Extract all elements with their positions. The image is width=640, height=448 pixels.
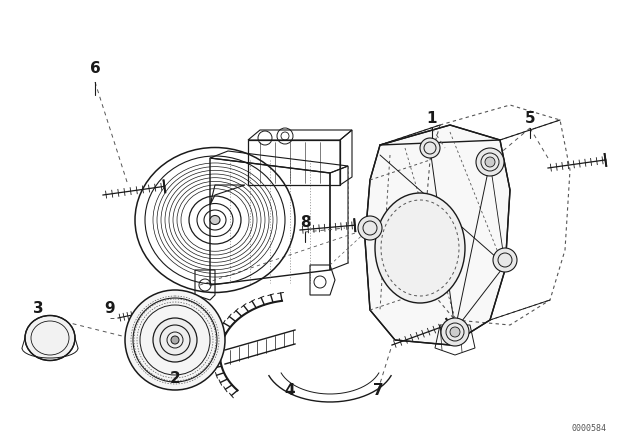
Circle shape	[358, 216, 382, 240]
Text: 4: 4	[285, 383, 295, 397]
Text: 9: 9	[105, 301, 115, 315]
Circle shape	[450, 327, 460, 337]
Text: 5: 5	[525, 111, 535, 125]
Ellipse shape	[25, 315, 75, 361]
Text: 7: 7	[372, 383, 383, 397]
Text: 2: 2	[170, 370, 180, 385]
Polygon shape	[365, 125, 510, 345]
Text: 1: 1	[427, 111, 437, 125]
Circle shape	[153, 318, 197, 362]
Circle shape	[420, 138, 440, 158]
Text: 6: 6	[90, 60, 100, 76]
Text: 8: 8	[300, 215, 310, 229]
Circle shape	[171, 336, 179, 344]
Text: 3: 3	[33, 301, 44, 315]
Circle shape	[485, 157, 495, 167]
Circle shape	[476, 148, 504, 176]
Text: 0000584: 0000584	[571, 424, 606, 433]
Circle shape	[441, 318, 469, 346]
Ellipse shape	[375, 193, 465, 303]
Circle shape	[493, 248, 517, 272]
Ellipse shape	[210, 215, 220, 224]
Circle shape	[125, 290, 225, 390]
